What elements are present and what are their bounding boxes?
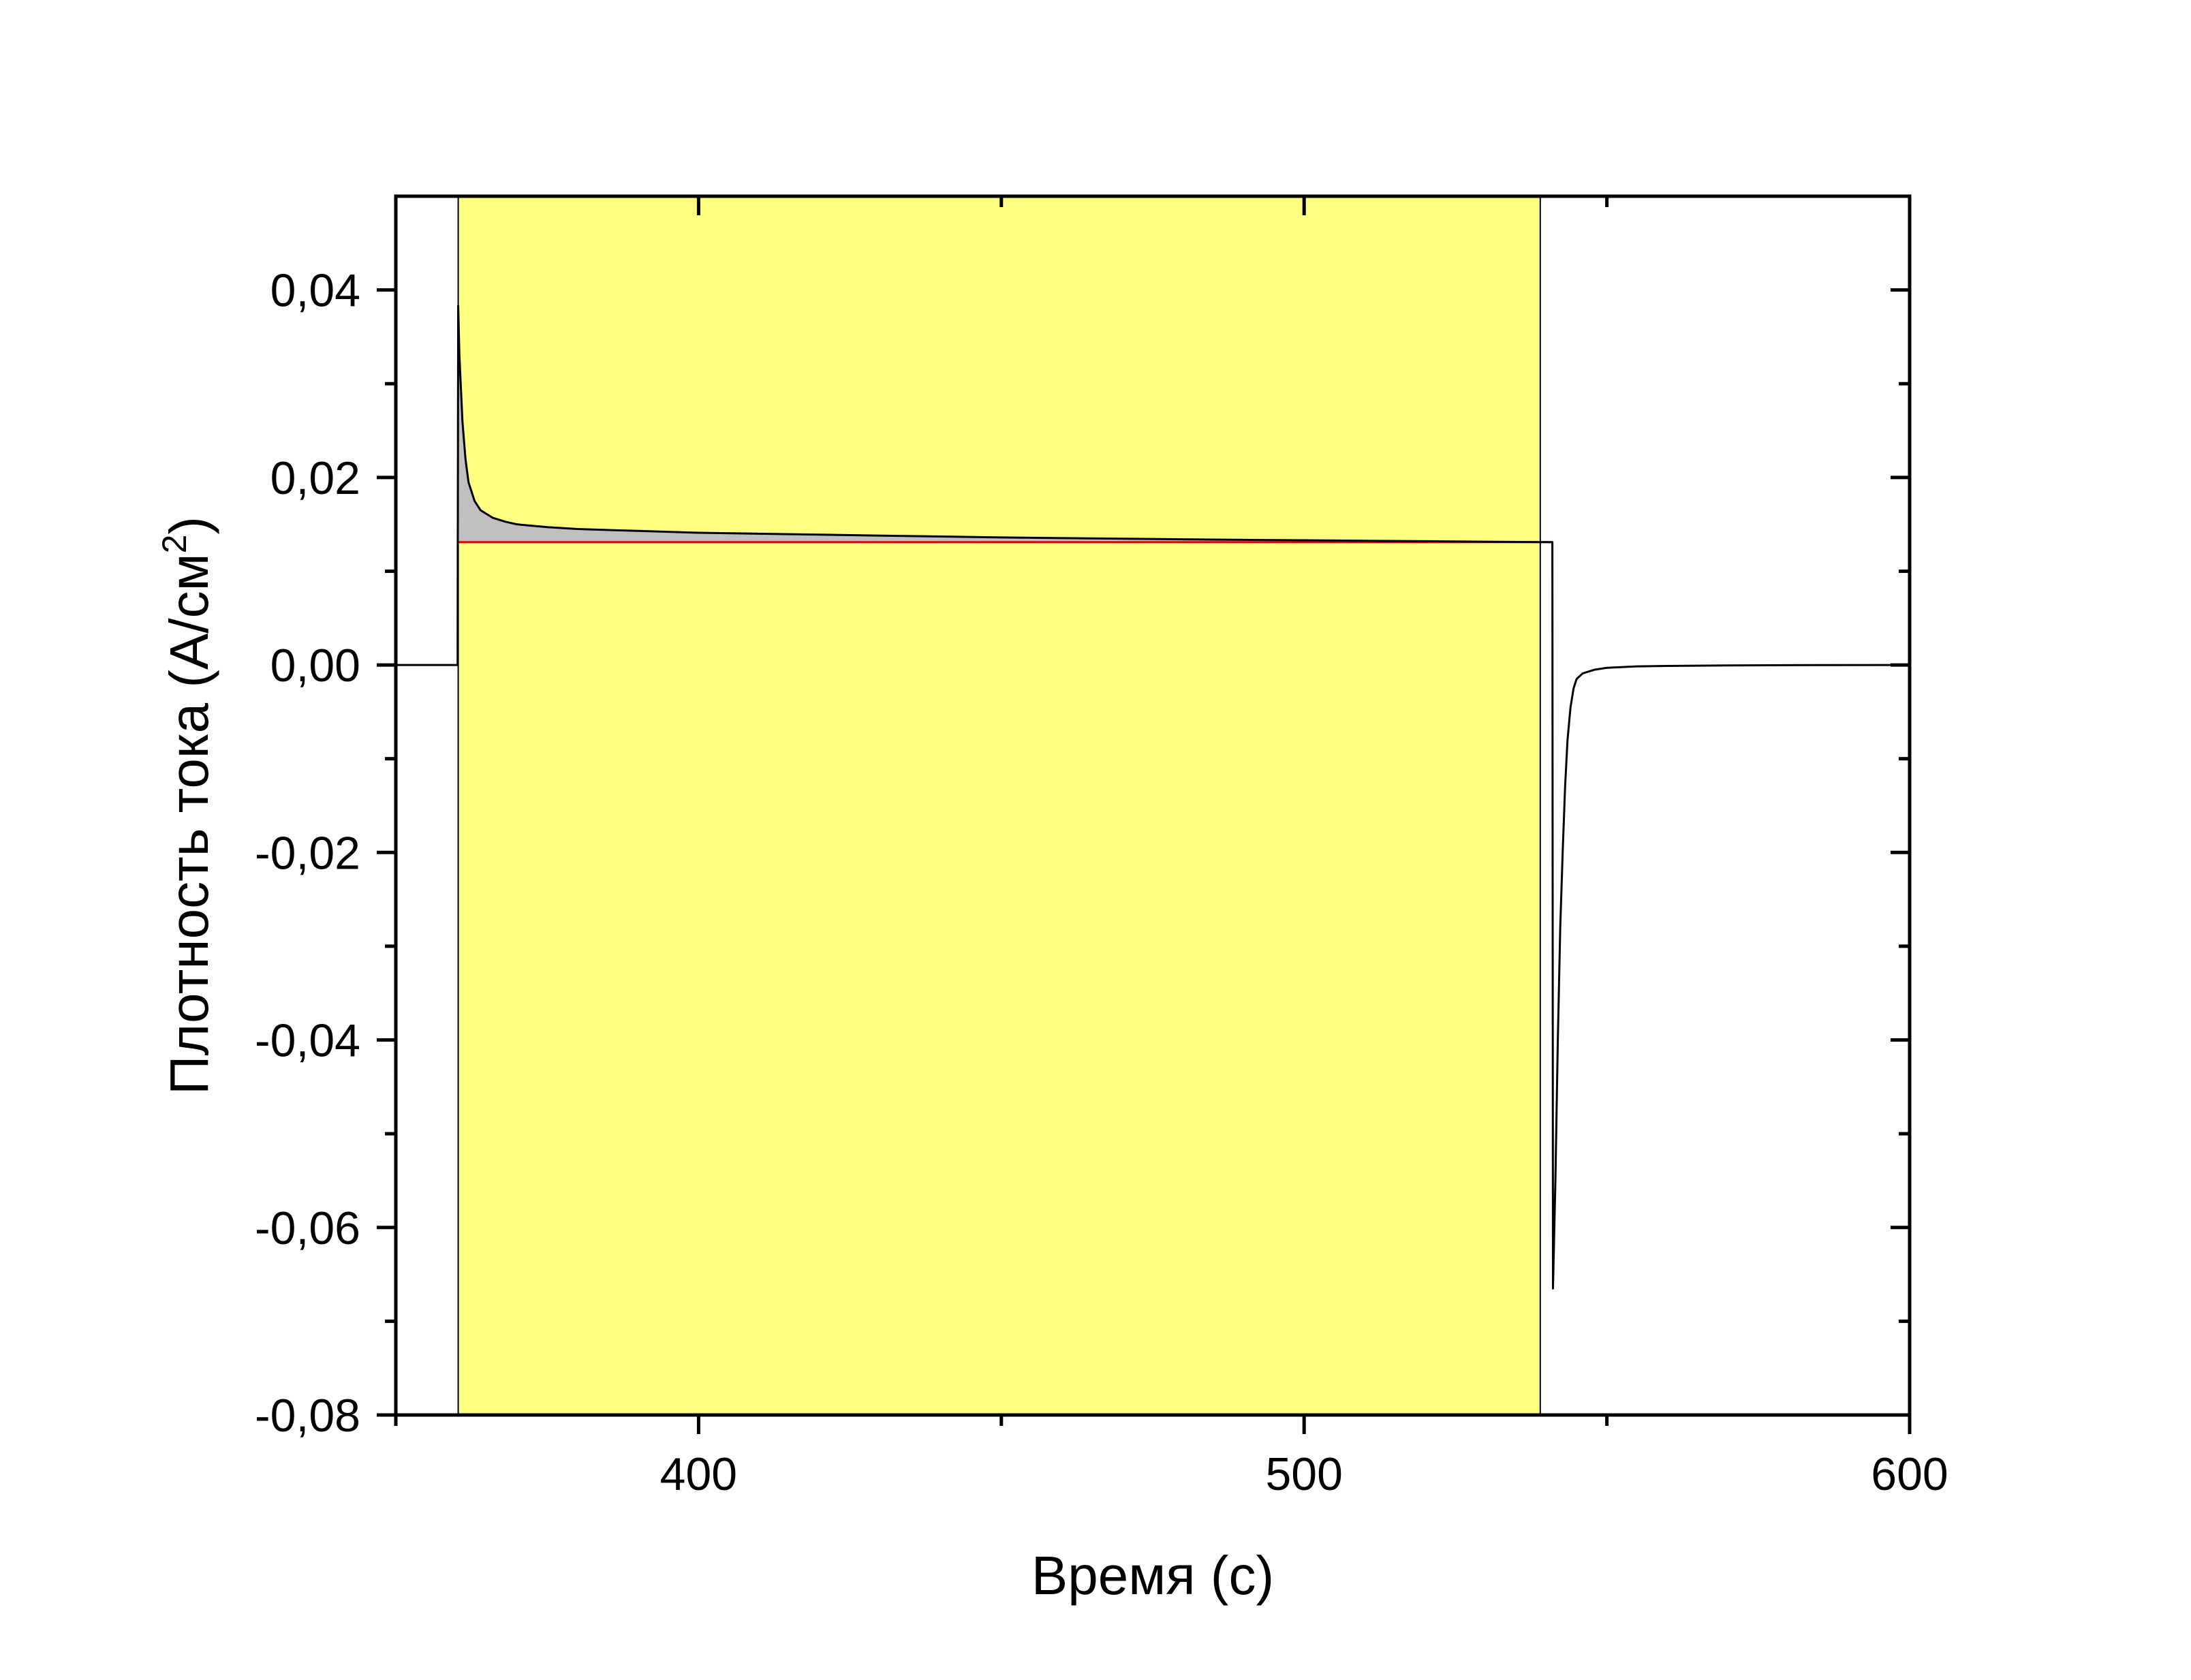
highlight-region <box>457 196 1541 1416</box>
y-axis-title: Плотность тока (А/см2) <box>155 516 219 1095</box>
plot-frame <box>394 194 1912 1417</box>
y-tick-label: -0,08 <box>255 1390 360 1442</box>
x-tick-label: 600 <box>1871 1448 1948 1500</box>
y-axis-title-main: Плотность тока (А/см <box>159 553 219 1095</box>
y-tick-label: 0,04 <box>270 265 360 317</box>
x-tick-label: 400 <box>660 1448 737 1500</box>
series-line <box>396 305 1910 1290</box>
plot-layer <box>396 196 1910 1416</box>
y-tick-label: 0,02 <box>270 452 360 504</box>
y-axis-title-superscript: 2 <box>155 535 193 554</box>
y-tick-label: -0,06 <box>255 1202 360 1254</box>
y-tick-label: 0,00 <box>270 640 360 691</box>
x-tick-label: 500 <box>1265 1448 1342 1500</box>
x-axis-title: Время (с) <box>1031 1545 1274 1606</box>
axes-layer: 400 500 600 0,04 0,02 0,00 -0,02 -0,04 -0,06 -0,0… <box>255 194 1948 1500</box>
y-axis-title-suffix: ) <box>159 516 219 535</box>
y-tick-label: -0,02 <box>255 827 360 879</box>
y-tick-label: -0,04 <box>255 1015 360 1067</box>
